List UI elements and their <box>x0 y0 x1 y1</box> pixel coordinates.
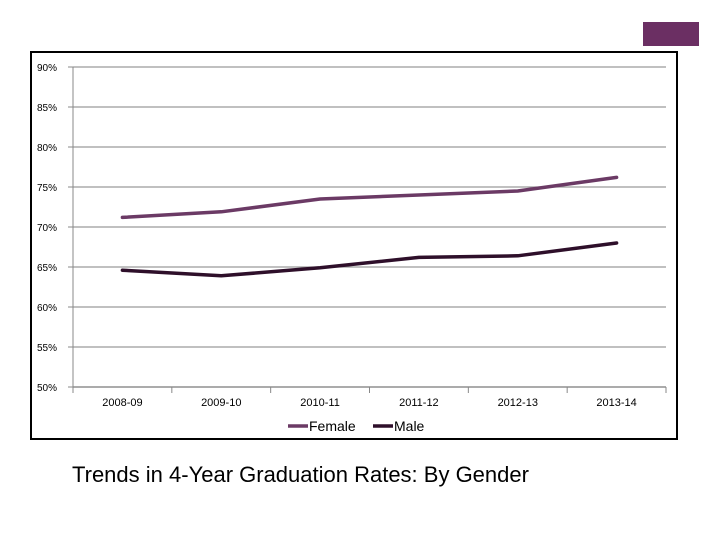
x-tick-label: 2009-10 <box>201 397 241 409</box>
y-tick-label: 80% <box>37 143 57 154</box>
x-tick-label: 2008-09 <box>102 397 142 409</box>
corner-accent-block <box>643 22 699 46</box>
y-tick-label: 60% <box>37 303 57 314</box>
series-line-male <box>120 241 619 278</box>
series-line-female <box>120 175 619 220</box>
x-tick-label: 2011-12 <box>399 397 439 409</box>
legend-label-female: Female <box>309 418 356 434</box>
x-tick-label: 2010-11 <box>300 397 340 409</box>
y-tick-label: 70% <box>37 223 57 234</box>
y-tick-label: 75% <box>37 183 57 194</box>
x-tick-label: 2013-14 <box>596 397 636 409</box>
x-tick-label: 2012-13 <box>498 397 538 409</box>
y-tick-label: 90% <box>37 63 57 74</box>
y-tick-label: 55% <box>37 343 57 354</box>
chart-frame: 90% 85% 80% 75% 70% 65% 60% 55% 50% 2008-09 2009-1… <box>30 51 678 440</box>
y-tick-label: 85% <box>37 103 57 114</box>
y-tick-label: 65% <box>37 263 57 274</box>
line-chart: 90% 85% 80% 75% 70% 65% 60% 55% 50% 2008-09 2009-1… <box>37 63 667 434</box>
slide-caption: Trends in 4-Year Graduation Rates: By Ge… <box>72 462 529 487</box>
y-tick-label: 50% <box>37 383 57 394</box>
legend-label-male: Male <box>394 418 425 434</box>
